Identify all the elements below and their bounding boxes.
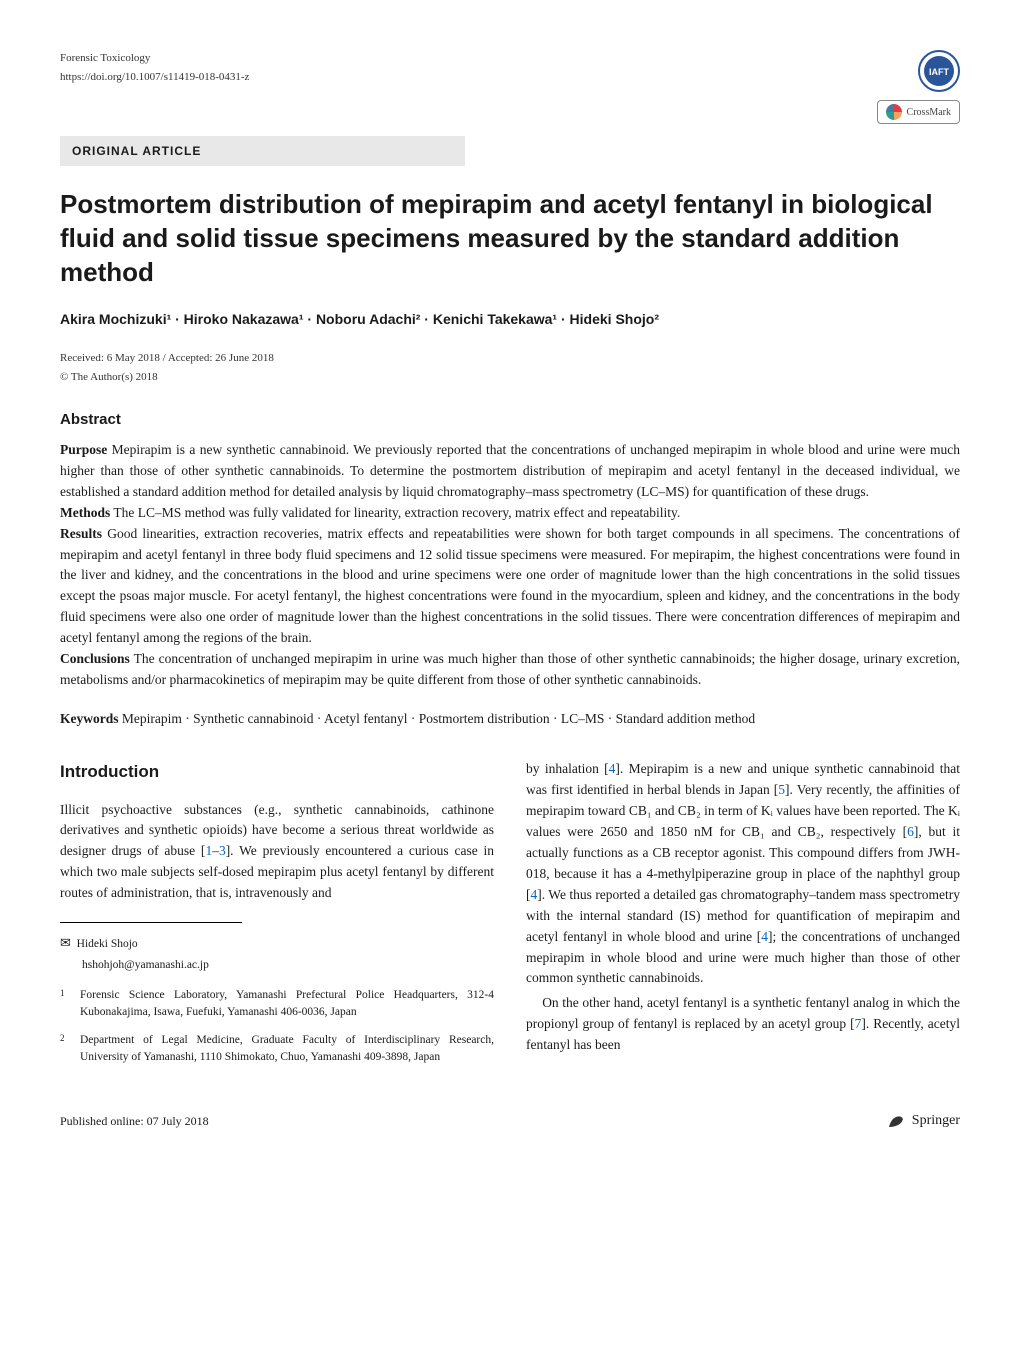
body-columns: Introduction Illicit psychoactive substa…: [60, 759, 960, 1076]
intro-left-paragraph: Illicit psychoactive substances (e.g., s…: [60, 800, 494, 905]
springer-logo: Springer: [886, 1110, 960, 1131]
published-online: Published online: 07 July 2018: [60, 1112, 209, 1130]
intro-text: by inhalation [: [526, 761, 609, 776]
crossmark-icon: [886, 104, 902, 120]
affil-text: Forensic Science Laboratory, Yamanashi P…: [80, 987, 494, 1022]
envelope-icon: ✉: [60, 935, 71, 950]
svg-text:IAFT: IAFT: [929, 67, 949, 77]
citation-link[interactable]: 3: [219, 843, 226, 858]
results-text: Good linearities, extraction recoveries,…: [60, 526, 960, 646]
intro-text: –: [212, 843, 219, 858]
introduction-heading: Introduction: [60, 759, 494, 785]
springer-horse-icon: [886, 1111, 906, 1131]
keywords-line: Keywords Mepirapim · Synthetic cannabino…: [60, 709, 960, 729]
affil-num: 1: [60, 987, 70, 1022]
header-row: Forensic Toxicology https://doi.org/10.1…: [60, 50, 960, 124]
affiliation-1: 1 Forensic Science Laboratory, Yamanashi…: [60, 987, 494, 1022]
citation-link[interactable]: 6: [907, 824, 914, 839]
crossmark-badge[interactable]: CrossMark: [877, 100, 960, 124]
keywords-label: Keywords: [60, 711, 119, 726]
methods-text: The LC–MS method was fully validated for…: [110, 505, 680, 520]
article-type: ORIGINAL ARTICLE: [60, 136, 465, 166]
article-title: Postmortem distribution of mepirapim and…: [60, 188, 960, 289]
right-column: by inhalation [4]. Mepirapim is a new an…: [526, 759, 960, 1076]
crossmark-label: CrossMark: [907, 105, 951, 120]
footnote-divider: [60, 922, 242, 923]
abstract-body: Purpose Mepirapim is a new synthetic can…: [60, 440, 960, 691]
doi-link[interactable]: https://doi.org/10.1007/s11419-018-0431-…: [60, 69, 877, 86]
results-label: Results: [60, 526, 102, 541]
left-column: Introduction Illicit psychoactive substa…: [60, 759, 494, 1076]
purpose-text: Mepirapim is a new synthetic cannabinoid…: [60, 442, 960, 499]
header-right: IAFT CrossMark: [877, 50, 960, 124]
authors-line: Akira Mochizuki¹ · Hiroko Nakazawa¹ · No…: [60, 309, 960, 330]
keywords-text: Mepirapim · Synthetic cannabinoid · Acet…: [119, 711, 756, 726]
springer-text: Springer: [912, 1110, 960, 1131]
intro-right-paragraph-2: On the other hand, acetyl fentanyl is a …: [526, 993, 960, 1056]
journal-badge-icon: IAFT: [918, 50, 960, 92]
corr-email: hshohjoh@yamanashi.ac.jp: [82, 957, 494, 975]
copyright: © The Author(s) 2018: [60, 369, 960, 386]
intro-right-paragraph-1: by inhalation [4]. Mepirapim is a new an…: [526, 759, 960, 989]
corr-name: Hideki Shojo: [77, 938, 138, 950]
conclusions-text: The concentration of unchanged mepirapim…: [60, 651, 960, 687]
conclusions-label: Conclusions: [60, 651, 130, 666]
journal-name: Forensic Toxicology: [60, 50, 877, 67]
corresponding-author: ✉ Hideki Shojo: [60, 933, 494, 953]
affil-text: Department of Legal Medicine, Graduate F…: [80, 1032, 494, 1067]
received-accepted-dates: Received: 6 May 2018 / Accepted: 26 June…: [60, 350, 960, 367]
affil-num: 2: [60, 1032, 70, 1067]
purpose-label: Purpose: [60, 442, 107, 457]
affiliation-2: 2 Department of Legal Medicine, Graduate…: [60, 1032, 494, 1067]
header-left: Forensic Toxicology https://doi.org/10.1…: [60, 50, 877, 85]
methods-label: Methods: [60, 505, 110, 520]
abstract-heading: Abstract: [60, 409, 960, 432]
page-footer: Published online: 07 July 2018 Springer: [60, 1110, 960, 1131]
